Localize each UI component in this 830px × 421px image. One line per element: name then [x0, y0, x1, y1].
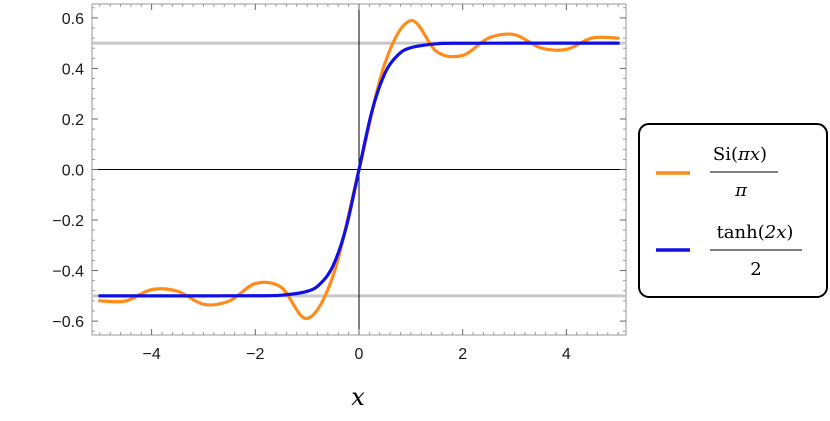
legend-tanh-denominator: 2 — [750, 259, 761, 280]
x-tick-labels: −4 −2 0 2 4 — [142, 346, 570, 363]
x-tick-label: 4 — [562, 346, 571, 363]
x-tick-label: 0 — [355, 346, 364, 363]
y-tick-label: −0.4 — [52, 264, 84, 281]
legend-tanh-arg: 2x — [764, 222, 787, 243]
y-tick-labels: −0.6 −0.4 −0.2 0.0 0.2 0.4 0.6 — [52, 11, 84, 331]
legend-tanh-func: tanh — [717, 222, 759, 243]
x-axis-label: x — [351, 383, 365, 411]
legend-box — [638, 123, 828, 298]
y-tick-label: 0.4 — [62, 61, 84, 78]
legend-si-func: Si — [713, 144, 731, 165]
legend-si-denominator: π — [734, 180, 748, 201]
legend-tanh-open: ( — [758, 222, 765, 243]
y-tick-label: −0.2 — [52, 213, 84, 230]
y-tick-label: 0.6 — [62, 11, 84, 28]
legend-si-open: ( — [731, 144, 738, 165]
legend-si-arg: πx — [737, 144, 760, 165]
legend-tanh-numerator: tanh(2x) — [717, 222, 794, 243]
x-tick-label: −4 — [142, 346, 160, 363]
series-group — [98, 18, 620, 321]
legend-tanh-close: ) — [786, 222, 793, 243]
y-tick-label: 0.2 — [62, 112, 84, 129]
x-tick-label: 2 — [458, 346, 467, 363]
legend-si-numerator: Si(πx) — [713, 144, 767, 165]
legend: Si(πx) π tanh(2x) 2 — [638, 123, 828, 298]
y-tick-label: −0.6 — [52, 314, 84, 331]
x-tick-label: −2 — [246, 346, 264, 363]
y-tick-label: 0.0 — [62, 163, 84, 180]
legend-si-close: ) — [760, 144, 767, 165]
major-ticks — [92, 4, 626, 335]
series-line-tanh — [98, 41, 620, 298]
minor-ticks — [92, 4, 626, 335]
